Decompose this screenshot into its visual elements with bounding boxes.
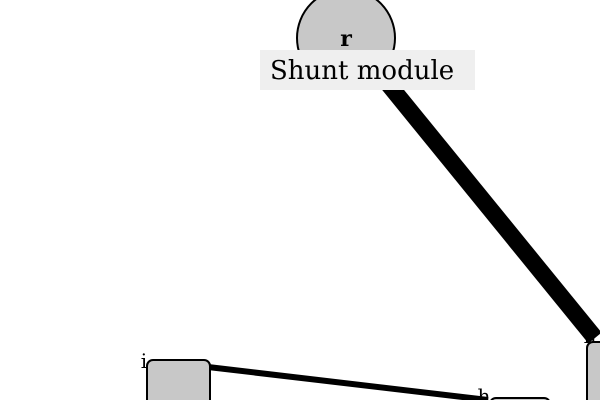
node-n[interactable] [586,341,600,400]
node-i-label: i [141,349,147,373]
node-r-label: r [340,26,352,52]
node-n-label: n [584,324,597,348]
node-i[interactable] [146,359,211,400]
tooltip-box [260,50,475,90]
tooltip-text: Shunt module [270,56,454,86]
edge-i-h[interactable] [207,364,489,400]
node-h-label: h [478,384,491,400]
edge-r-n[interactable] [378,74,600,344]
